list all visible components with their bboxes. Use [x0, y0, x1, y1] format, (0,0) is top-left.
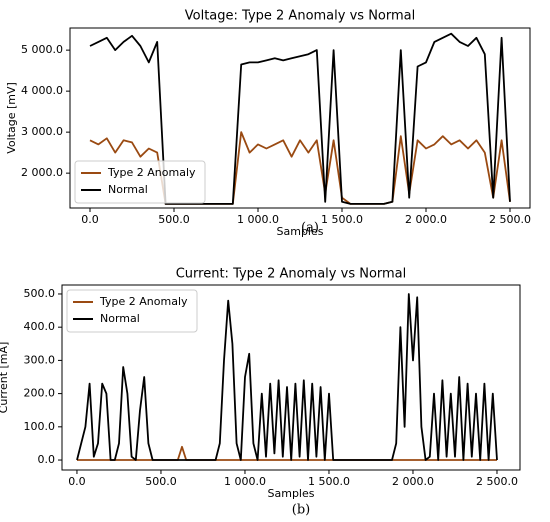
y-tick-label: 500.0: [24, 287, 56, 300]
y-tick-label: 400.0: [24, 320, 56, 333]
x-tick-label: 0.0: [68, 475, 86, 488]
y-axis-label: Current [mA]: [0, 342, 10, 414]
caption: (a): [301, 221, 319, 236]
x-tick-label: 0.0: [81, 213, 99, 226]
y-tick-label: 100.0: [24, 420, 56, 433]
x-tick-label: 1 000.0: [224, 475, 266, 488]
y-tick-label: 3 000.0: [21, 125, 63, 138]
legend-frame: [74, 160, 206, 204]
legend-label: Type 2 Anomaly: [99, 295, 188, 308]
data-line: [77, 445, 497, 461]
y-tick-label: 200.0: [24, 387, 56, 400]
y-tick-label: 0.0: [38, 453, 56, 466]
x-tick-label: 2 500.0: [476, 475, 518, 488]
x-tick-label: 1 500.0: [321, 213, 363, 226]
x-tick-label: 500.0: [145, 475, 177, 488]
legend-label: Normal: [108, 183, 148, 196]
legend-label: Type 2 Anomaly: [107, 166, 196, 179]
x-tick-label: 2 000.0: [405, 213, 447, 226]
x-axis-label: Samples: [277, 225, 324, 238]
y-tick-label: 2 000.0: [21, 166, 63, 179]
y-tick-label: 4 000.0: [21, 84, 63, 97]
x-axis-label: Samples: [268, 487, 315, 500]
data-line: [89, 32, 511, 205]
chart-title: Current: Type 2 Anomaly vs Normal: [176, 267, 407, 282]
plot-frame: [69, 27, 531, 209]
y-axis-label: Voltage [mV]: [5, 82, 18, 154]
x-tick-label: 500.0: [158, 213, 190, 226]
chart-title: Voltage: Type 2 Anomaly vs Normal: [185, 9, 415, 24]
x-tick-label: 1 000.0: [237, 213, 279, 226]
x-tick-label: 2 000.0: [392, 475, 434, 488]
data-line: [76, 293, 498, 461]
y-tick-label: 5 000.0: [21, 43, 63, 56]
legend-frame: [66, 289, 198, 333]
legend-label: Normal: [100, 312, 140, 325]
x-tick-label: 1 500.0: [308, 475, 350, 488]
caption: (b): [292, 503, 310, 518]
plot-frame: [61, 284, 521, 471]
y-tick-label: 300.0: [24, 353, 56, 366]
x-tick-label: 2 500.0: [489, 213, 531, 226]
